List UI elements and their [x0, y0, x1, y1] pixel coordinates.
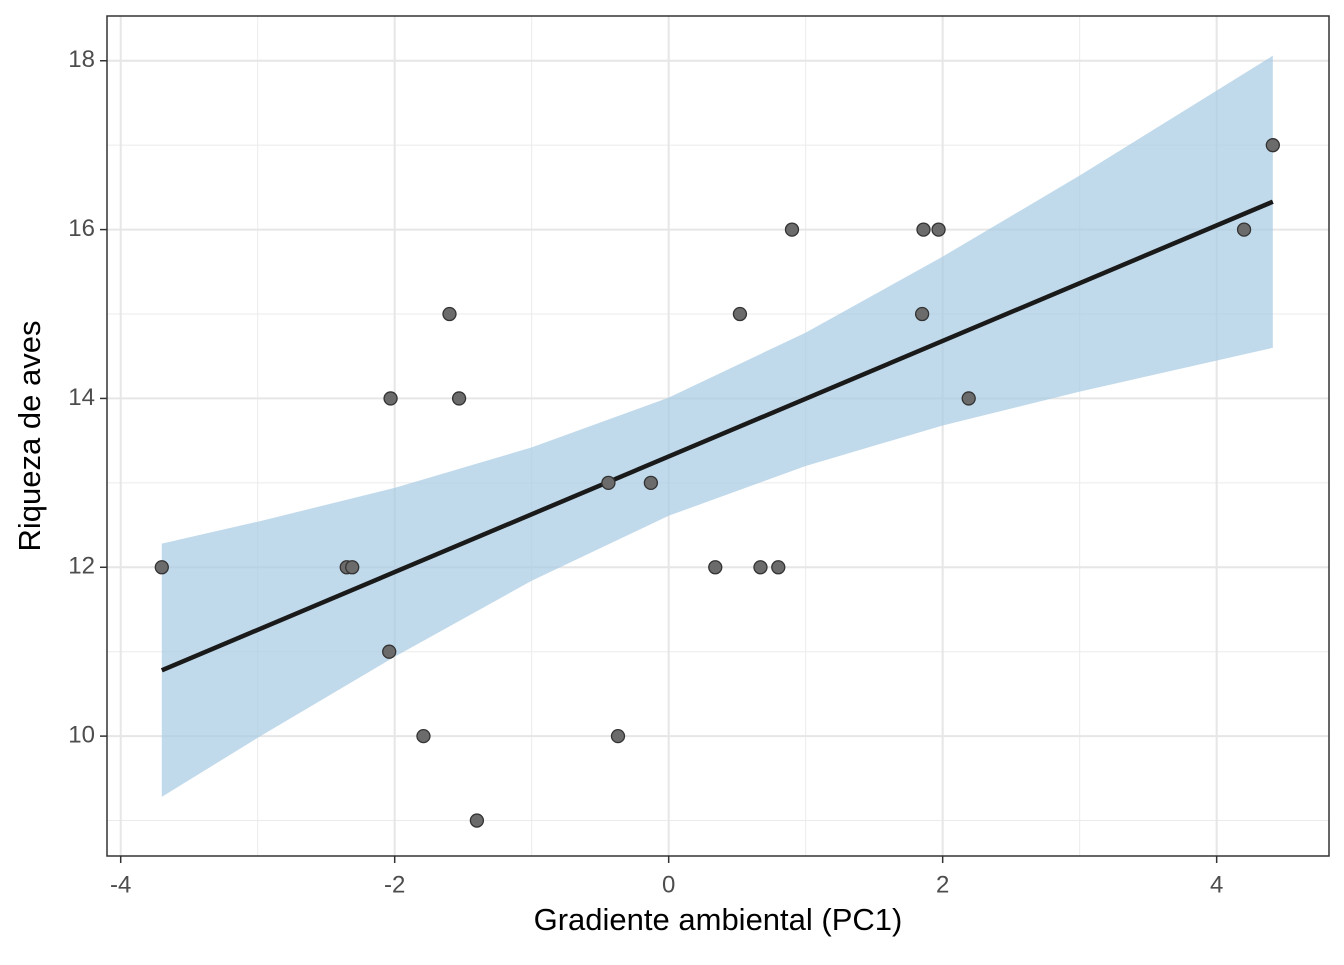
point — [784, 222, 800, 237]
point — [914, 306, 930, 322]
point — [732, 306, 748, 322]
x-tick-label: -4 — [110, 871, 131, 898]
point — [345, 560, 360, 575]
x-tick-label: 0 — [662, 871, 675, 898]
x-axis-title: Gradiente ambiental (PC1) — [534, 902, 903, 937]
point — [771, 560, 786, 575]
point — [416, 728, 431, 744]
point — [383, 391, 398, 406]
point — [753, 560, 768, 575]
panel-border — [106, 15, 1330, 857]
point — [610, 728, 626, 744]
x-tick-label: 4 — [1210, 871, 1223, 898]
point — [961, 391, 976, 406]
y-tick-label: 16 — [68, 215, 95, 242]
y-tick-label: 10 — [68, 721, 95, 748]
y-tick-label: 18 — [68, 46, 95, 73]
y-tick-label: 12 — [68, 553, 95, 580]
point — [708, 560, 723, 575]
point — [154, 560, 169, 575]
point — [469, 813, 485, 828]
fit-line — [160, 199, 1274, 673]
y-axis-title: Riqueza de aves — [12, 321, 47, 552]
point — [601, 475, 616, 491]
point — [643, 475, 659, 491]
point — [382, 644, 397, 659]
point — [931, 222, 946, 237]
confidence-band — [161, 55, 1273, 797]
point — [1265, 138, 1280, 153]
y-tick-label: 14 — [68, 384, 95, 411]
point — [451, 391, 467, 406]
x-tick-label: -2 — [384, 871, 405, 898]
point — [1236, 222, 1252, 237]
x-tick-label: 2 — [936, 871, 949, 898]
point — [442, 306, 457, 322]
point — [916, 222, 931, 237]
